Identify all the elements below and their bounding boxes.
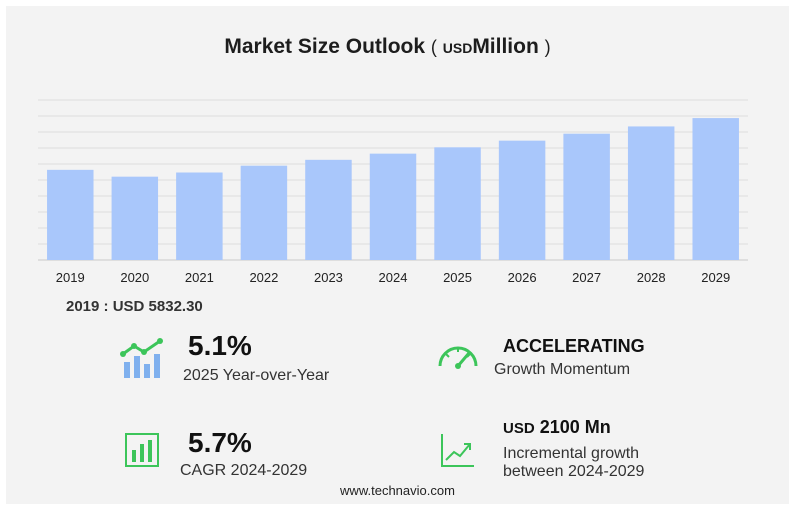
bar-2025 xyxy=(434,147,481,260)
bar-2023 xyxy=(305,159,352,260)
growth-chart-icon xyxy=(120,338,163,378)
x-tick-label: 2019 xyxy=(56,270,85,285)
x-tick-label: 2023 xyxy=(314,270,343,285)
incremental-currency: USD xyxy=(503,420,535,437)
source-url: www.technavio.com xyxy=(340,483,455,498)
momentum-caption: Growth Momentum xyxy=(494,361,631,378)
chart-title: Market Size Outlook ( USDMillion ) xyxy=(0,35,775,59)
bar-2022 xyxy=(240,165,288,260)
x-tick-label: 2026 xyxy=(508,270,537,285)
kpi-cagr: 5.7% xyxy=(188,427,252,459)
trend-line-icon xyxy=(441,434,474,467)
bar-2024 xyxy=(369,153,417,260)
incremental-caption-line2: between 2024-2029 xyxy=(503,463,645,480)
x-tick-label: 2022 xyxy=(249,270,278,285)
x-tick-label: 2021 xyxy=(185,270,214,285)
base-year-value: 2019 : USD 5832.30 xyxy=(66,298,203,315)
bar-2020 xyxy=(111,176,159,260)
speedometer-icon xyxy=(438,346,478,369)
kpi-incremental-caption: Incremental growth between 2024-2029 xyxy=(503,445,644,481)
incremental-caption-line1: Incremental growth xyxy=(503,445,640,462)
kpi-incremental: USD 2100 Mn xyxy=(503,417,611,438)
x-tick-label: 2027 xyxy=(572,270,601,285)
x-tick-label: 2020 xyxy=(120,270,149,285)
title-paren-close: ) xyxy=(544,37,551,57)
yoy-value: 5.1% xyxy=(188,330,252,361)
kpi-yoy: 5.1% xyxy=(188,330,252,362)
kpi-momentum: ACCELERATING xyxy=(503,336,645,357)
title-scale: Million xyxy=(472,35,539,58)
bar-2028 xyxy=(627,126,675,260)
bar-2026 xyxy=(498,140,546,260)
x-tick-label: 2024 xyxy=(379,270,408,285)
bar-2021 xyxy=(176,172,223,260)
bar-chart-icon xyxy=(125,433,159,467)
title-paren-open: ( xyxy=(430,37,437,57)
bar-2029 xyxy=(692,118,739,260)
kpi-momentum-caption: Growth Momentum xyxy=(494,361,630,379)
x-tick-label: 2025 xyxy=(443,270,472,285)
incremental-amount: 2100 Mn xyxy=(539,417,611,437)
x-tick-label: 2028 xyxy=(637,270,666,285)
kpi-cagr-caption: CAGR 2024-2029 xyxy=(180,462,307,480)
yoy-caption: 2025 Year-over-Year xyxy=(183,367,330,384)
kpi-yoy-caption: 2025 Year-over-Year xyxy=(183,367,329,385)
bar-2027 xyxy=(563,133,610,260)
bars xyxy=(47,118,739,260)
x-tick-labels: 2019 2020 2021 2022 2023 2024 2025 2026 2027 2028… xyxy=(56,270,730,285)
bar-2019 xyxy=(47,169,94,260)
cagr-caption: CAGR 2024-2029 xyxy=(180,462,308,479)
momentum-header: ACCELERATING xyxy=(503,336,645,356)
cagr-value: 5.7% xyxy=(188,427,252,458)
x-tick-label: 2029 xyxy=(701,270,730,285)
title-currency: USD xyxy=(442,40,473,56)
title-main: Market Size Outlook xyxy=(224,35,426,58)
bar-chart: 2019 2020 2021 2022 2023 2024 2025 2026 2027 2028… xyxy=(38,99,748,285)
